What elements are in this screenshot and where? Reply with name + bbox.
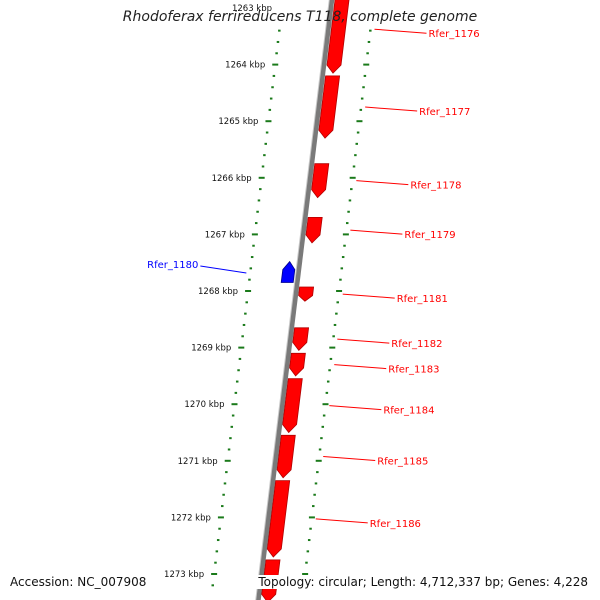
reverse-gene-arrow — [280, 260, 296, 283]
forward-gene-arrow — [311, 163, 330, 199]
gene-label: Rfer_1177 — [419, 107, 470, 118]
gene-label-leader — [315, 518, 368, 524]
forward-gene-arrow — [266, 480, 291, 558]
gene-label: Rfer_1183 — [388, 365, 439, 376]
kbp-tick-label: 1272 kbp — [171, 513, 211, 523]
kbp-tick-label: 1270 kbp — [184, 400, 224, 410]
gene-label-leader — [329, 405, 382, 411]
kbp-tick-label: 1268 kbp — [198, 287, 238, 297]
forward-gene-arrow — [326, 0, 350, 74]
gene-label: Rfer_1185 — [377, 457, 428, 468]
gene-label: Rfer_1186 — [370, 519, 421, 530]
forward-gene-arrow — [298, 286, 315, 302]
kbp-tick-label: 1264 kbp — [225, 61, 265, 71]
gene-label-leader — [200, 265, 247, 274]
gene-label-leader — [374, 28, 427, 34]
forward-gene-arrow — [318, 75, 341, 139]
kbp-tick-label: 1271 kbp — [178, 457, 218, 467]
gene-label: Rfer_1181 — [397, 294, 448, 305]
gene-label: Rfer_1178 — [410, 181, 461, 192]
kbp-tick-label: 1267 kbp — [205, 230, 245, 240]
gene-label-leader — [365, 106, 418, 112]
gene-label-leader — [323, 456, 376, 462]
forward-gene-arrow — [276, 434, 296, 479]
forward-gene-arrow — [305, 216, 323, 244]
kbp-tick-label: 1266 kbp — [212, 174, 252, 184]
gene-label: Rfer_1182 — [391, 339, 442, 350]
gene-label: Rfer_1179 — [404, 230, 455, 241]
kbp-tick-label: 1265 kbp — [218, 117, 258, 127]
gene-label: Rfer_1180 — [147, 260, 198, 271]
kbp-tick-label: 1269 kbp — [191, 344, 231, 354]
forward-gene-arrow — [292, 327, 310, 352]
kbp-tick-label: 1273 kbp — [164, 570, 204, 580]
gene-label-leader — [356, 180, 409, 186]
kbp-tick-label: 1263 kbp — [232, 4, 272, 14]
genome-backbone — [255, 0, 335, 600]
gene-label: Rfer_1176 — [428, 29, 479, 40]
gene-label-leader — [337, 338, 390, 344]
forward-gene-arrow — [289, 352, 306, 377]
forward-gene-arrow — [282, 378, 303, 434]
gene-label-leader — [334, 364, 387, 370]
map-title: Rhodoferax ferrireducens T118, complete … — [122, 9, 478, 25]
accession-text: Accession: NC_007908 — [8, 575, 149, 589]
gene-label-leader — [342, 293, 395, 299]
gene-label-leader — [350, 229, 403, 235]
gene-label: Rfer_1184 — [383, 406, 434, 417]
genome-summary-text: Topology: circular; Length: 4,712,337 bp… — [256, 575, 590, 589]
genome-backbone-highlight — [255, 0, 330, 600]
